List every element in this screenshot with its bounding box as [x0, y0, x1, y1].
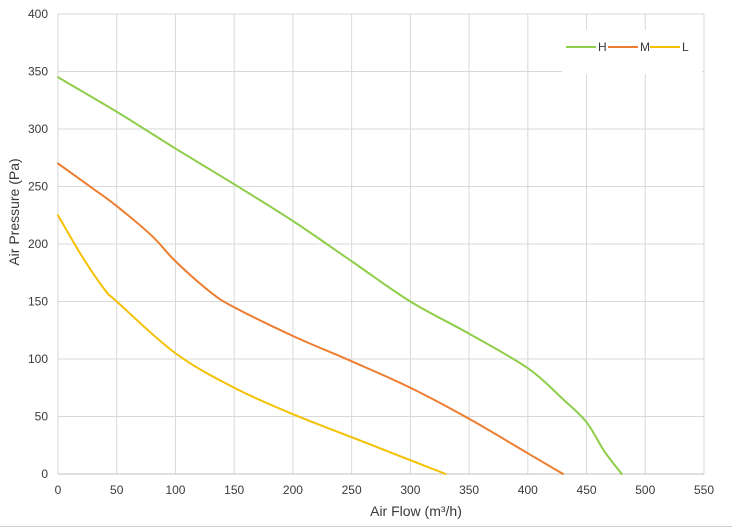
legend-label-m: M: [640, 40, 650, 54]
x-tick-label: 0: [55, 483, 62, 497]
x-tick-label: 500: [635, 483, 655, 497]
grid: [57, 13, 705, 475]
x-axis-ticks: 0 50 100 150 200 250 300 350 400 450 500 550: [55, 483, 715, 497]
y-tick-label: 300: [28, 122, 48, 136]
x-tick-label: 300: [400, 483, 420, 497]
x-tick-label: 400: [518, 483, 538, 497]
series-line-m: [57, 162, 565, 475]
x-tick-label: 350: [459, 483, 479, 497]
y-tick-label: 200: [28, 237, 48, 251]
y-tick-label: 350: [28, 65, 48, 79]
y-tick-label: 250: [28, 180, 48, 194]
y-axis-ticks: 0 50 100 150 200 250 300 350 400: [28, 7, 48, 481]
legend-label-l: L: [682, 40, 689, 54]
y-axis-title: Air Pressure (Pa): [6, 158, 22, 265]
x-tick-label: 200: [283, 483, 303, 497]
x-tick-label: 50: [110, 483, 124, 497]
series-line-l: [57, 214, 447, 475]
y-tick-label: 150: [28, 295, 48, 309]
series-lines: [57, 76, 623, 475]
legend-label-h: H: [598, 40, 607, 54]
legend-background: [562, 30, 702, 74]
y-tick-label: 100: [28, 352, 48, 366]
x-tick-label: 150: [224, 483, 244, 497]
x-tick-label: 550: [694, 483, 714, 497]
bottom-divider: [0, 526, 732, 527]
y-tick-label: 0: [41, 467, 48, 481]
x-axis-title: Air Flow (m³/h): [370, 503, 462, 519]
y-tick-label: 400: [28, 7, 48, 21]
y-tick-label: 50: [35, 410, 49, 424]
series-line-h: [57, 76, 623, 475]
x-tick-label: 100: [165, 483, 185, 497]
x-tick-label: 450: [577, 483, 597, 497]
x-tick-label: 250: [342, 483, 362, 497]
